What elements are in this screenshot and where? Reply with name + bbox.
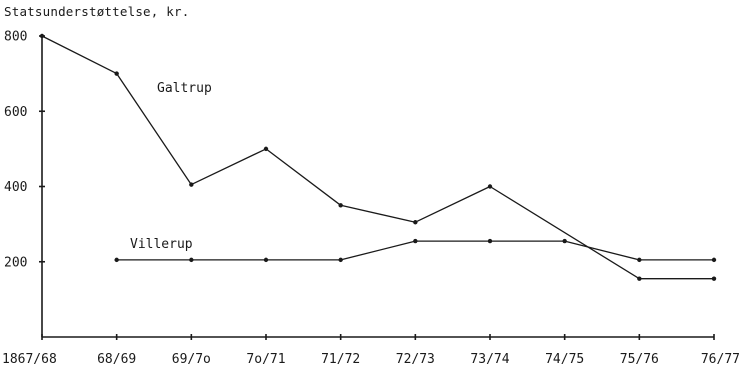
data-point: [562, 238, 567, 244]
data-point: [487, 184, 493, 189]
data-point: [189, 257, 194, 263]
data-point: [711, 276, 717, 281]
data-point: [263, 146, 269, 152]
series-villerup: Villerup: [114, 237, 717, 263]
data-point: [487, 238, 493, 244]
data-point: [114, 257, 119, 263]
data-point: [39, 33, 45, 39]
series-label-galtrup: Galtrup: [157, 81, 212, 96]
x-tick-label: 76/77: [701, 352, 740, 367]
y-tick-label: 600: [4, 105, 27, 120]
data-point: [413, 220, 418, 225]
data-point: [413, 238, 418, 244]
y-tick-label: 800: [4, 30, 27, 45]
x-tick-label: 75/76: [620, 352, 659, 367]
y-ticks: 200 400 600 800: [4, 30, 45, 270]
data-point: [263, 257, 269, 263]
data-point: [189, 182, 194, 187]
data-point: [338, 203, 343, 208]
data-point: [637, 257, 642, 263]
axes: [41, 36, 714, 338]
data-point: [637, 276, 642, 281]
y-axis-title: Statsunderstøttelse, kr.: [4, 4, 190, 19]
x-tick-label: 72/73: [396, 352, 435, 367]
x-tick-label: 68/69: [97, 352, 136, 367]
x-tick-label: 73/74: [470, 352, 509, 367]
series-line-villerup: [116, 240, 714, 261]
x-tick-label: 74/75: [545, 352, 584, 367]
x-tick-label: 1867/68: [2, 352, 57, 367]
series-label-villerup: Villerup: [130, 237, 193, 252]
x-tick-label: 71/72: [321, 352, 360, 367]
data-point: [711, 257, 717, 263]
y-tick-label: 200: [4, 255, 27, 270]
series-group: Galtrup Villerup: [39, 33, 717, 281]
x-tick-label: 7o/71: [246, 352, 285, 367]
data-point: [114, 71, 119, 76]
y-tick-label: 400: [4, 180, 27, 195]
data-point: [338, 257, 343, 263]
x-tick-label: 69/7o: [172, 352, 211, 367]
x-ticks: 1867/68 68/69 69/7o 7o/71 71/72 72/73 73/74 74/…: [2, 334, 740, 367]
